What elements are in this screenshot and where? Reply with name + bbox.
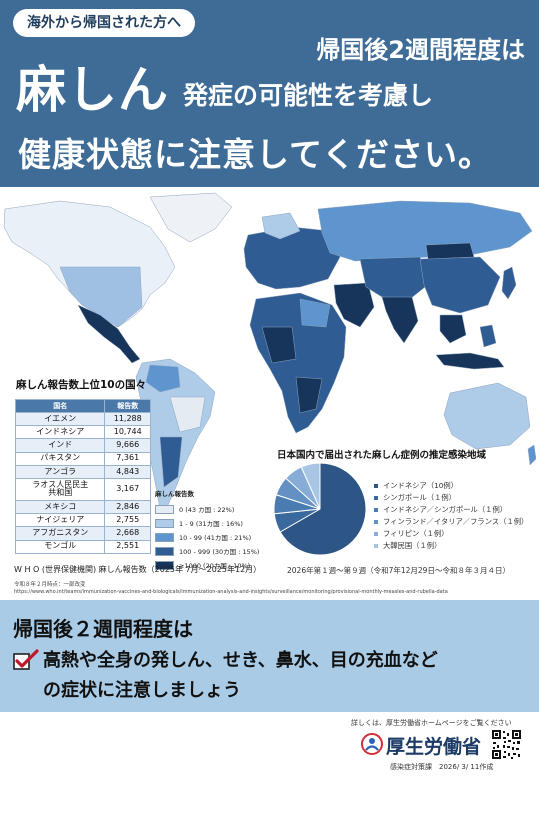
top10-header-count: 報告数: [104, 399, 151, 413]
table-row: インド 9,666: [14, 438, 151, 453]
source-date-note: 令和８年２月時点：一部改変: [14, 582, 86, 588]
count-cell: 10,744: [104, 425, 151, 440]
top10-header-country: 国名: [14, 399, 106, 413]
legend-item: 0 (43 カ国 : 22%): [155, 502, 259, 516]
audience-pill: 海外から帰国された方へ: [13, 9, 195, 37]
pie-legend-label: シンガポール（１例）: [383, 493, 456, 502]
legend-label: ≥1000 (20カ国 : 10%): [179, 562, 251, 570]
legend-swatch: [155, 504, 174, 514]
pie-legend-label: フィリピン（１例）: [383, 529, 449, 538]
symptom-text-line1: 高熱や全身の発しん、せき、鼻水、目の充血など: [43, 650, 438, 671]
table-row: モンゴル 2,551: [14, 539, 151, 554]
legend-swatch: [155, 532, 174, 542]
count-cell: 2,755: [104, 513, 151, 528]
count-cell: 2,551: [104, 539, 151, 554]
count-cell: 2,668: [104, 526, 151, 541]
count-cell: 3,167: [104, 477, 151, 501]
legend-item: 100 - 999 (30カ国 : 15%): [155, 544, 259, 558]
headline-measles: 麻しん: [16, 61, 169, 119]
pie-legend-item: インドネシア／シンガポール（１例）: [374, 504, 528, 516]
country-cell: ラオス人民民主 共和国: [14, 477, 106, 501]
legend-label: 1 - 9 (31カ国 : 16%): [179, 520, 243, 528]
table-row: アンゴラ 4,843: [14, 464, 151, 479]
symptom-band: 帰国後２週間程度は 高熱や全身の発しん、せき、鼻水、目の充血など の症状に注意し…: [0, 600, 539, 712]
pie-legend-marker: [374, 520, 378, 524]
table-row: ラオス人民民主 共和国 3,167: [14, 477, 151, 501]
pie-period: 2026年第１週～第９週（令和7年12月29日～令和８年３月４日）: [287, 566, 510, 575]
country-cell: アフガニスタン: [14, 526, 106, 541]
pie-slice: [279, 462, 367, 556]
map-legend-title: 麻しん報告数: [155, 490, 194, 498]
header-banner: 海外から帰国された方へ 帰国後2週間程度は 麻しん 発症の可能性を考慮し 健康状…: [0, 0, 539, 187]
table-row: パキスタン 7,361: [14, 451, 151, 466]
pie-legend-label: インドネシア／シンガポール（１例）: [383, 505, 508, 514]
legend-swatch: [155, 518, 174, 528]
pie-legend-marker: [374, 496, 378, 500]
top10-table: 国名 報告数 イエメン 11,288 インドネシア 10,744 インド 9,666 …: [14, 399, 151, 554]
pie-legend-item: フィンランド／イタリア／フランス（１例）: [374, 516, 528, 528]
pie-legend-item: シンガポール（１例）: [374, 492, 528, 504]
pie-legend-marker: [374, 484, 378, 488]
pie-title: 日本国内で届出された麻しん症例の推定感染地域: [277, 450, 487, 461]
country-cell: モンゴル: [14, 539, 106, 554]
count-cell: 4,843: [104, 464, 151, 479]
legend-item: 10 - 99 (41カ国 : 21%): [155, 530, 259, 544]
details-note: 詳しくは、厚生労働省ホームページをご覧ください: [351, 719, 512, 727]
pie-legend: インドネシア（10例） シンガポール（１例） インドネシア／シンガポール（１例）…: [374, 480, 528, 552]
pie-legend-item: 大韓民国（１例）: [374, 540, 528, 552]
table-row: ナイジェリア 2,755: [14, 513, 151, 528]
legend-swatch: [155, 546, 174, 556]
pie-slice: [300, 462, 321, 510]
country-cell: アンゴラ: [14, 464, 106, 479]
pie-legend-marker: [374, 544, 378, 548]
pie-legend-label: フィンランド／イタリア／フランス（１例）: [383, 517, 529, 526]
headline-line2: 発症の可能性を考慮し: [183, 81, 434, 110]
country-cell: パキスタン: [14, 451, 106, 466]
count-cell: 7,361: [104, 451, 151, 466]
legend-label: 10 - 99 (41カ国 : 21%): [179, 534, 252, 542]
headline-line3: 健康状態に注意してください。: [18, 135, 493, 174]
legend-swatch: [155, 560, 174, 570]
country-cell: イエメン: [14, 411, 106, 427]
source-url: https://www.who.int/teams/immunization-v…: [14, 589, 448, 595]
department-date: 感染症対策課 2026/ 3/ 11作成: [390, 763, 494, 771]
top10-title: 麻しん報告数上位10の国々: [16, 379, 147, 391]
legend-item: 1 - 9 (31カ国 : 16%): [155, 516, 259, 530]
count-cell: 11,288: [104, 411, 151, 427]
pie-legend-item: インドネシア（10例）: [374, 480, 528, 492]
country-cell: メキシコ: [14, 499, 106, 515]
count-cell: 2,846: [104, 499, 151, 515]
count-cell: 9,666: [104, 438, 151, 453]
qr-code-icon[interactable]: [491, 729, 522, 760]
table-row: アフガニスタン 2,668: [14, 526, 151, 541]
pie-legend-marker: [374, 532, 378, 536]
pie-legend-item: フィリピン（１例）: [374, 528, 528, 540]
symptom-text-line2: の症状に注意しましょう: [43, 680, 241, 701]
checkbox-checked-icon: [13, 649, 39, 670]
legend-label: 0 (43 カ国 : 22%): [179, 506, 235, 514]
table-row: イエメン 11,288: [14, 411, 151, 427]
who-source: W H O (世界保健機関) 麻しん報告数（2025年 7月～2025年12月）: [14, 565, 262, 574]
legend-label: 100 - 999 (30カ国 : 15%): [179, 548, 260, 556]
legend-item: ≥1000 (20カ国 : 10%): [155, 558, 259, 572]
infection-region-pie: [273, 462, 367, 556]
headline-line1: 帰国後2週間程度は: [316, 36, 525, 64]
country-cell: インド: [14, 438, 106, 453]
world-map-section: 麻しん報告数上位10の国々 国名 報告数 イエメン 11,288 インドネシア 10…: [0, 187, 539, 597]
table-row: インドネシア 10,744: [14, 425, 151, 440]
ministry-name: 厚生労働省: [386, 736, 482, 758]
world-map: [3, 192, 537, 510]
map-legend: 麻しん報告数 0 (43 カ国 : 22%) 1 - 9 (31カ国 : 16%…: [155, 488, 259, 572]
pie-legend-label: 大韓民国（１例）: [383, 541, 442, 550]
country-cell: インドネシア: [14, 425, 106, 440]
pie-legend-marker: [374, 508, 378, 512]
table-row: メキシコ 2,846: [14, 499, 151, 515]
band-title: 帰国後２週間程度は: [13, 617, 193, 641]
country-cell: ナイジェリア: [14, 513, 106, 528]
pie-legend-label: インドネシア（10例）: [383, 481, 458, 490]
ministry-logo-icon: [361, 733, 383, 755]
